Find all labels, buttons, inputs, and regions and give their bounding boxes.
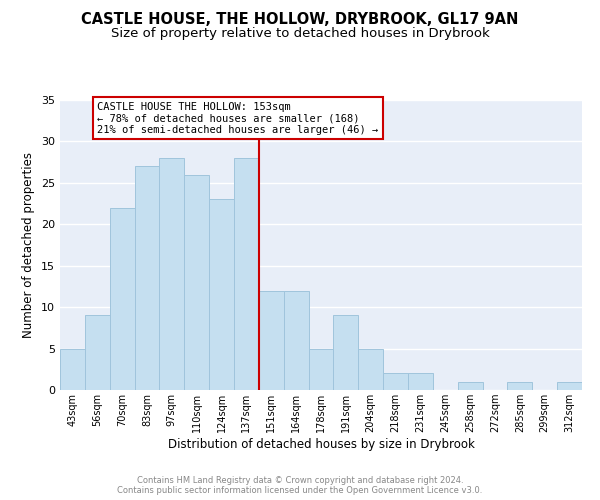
Bar <box>557 382 582 390</box>
Bar <box>259 290 284 390</box>
Bar <box>234 158 259 390</box>
Bar <box>110 208 134 390</box>
Bar <box>358 348 383 390</box>
Bar <box>383 374 408 390</box>
Bar <box>284 290 308 390</box>
Text: CASTLE HOUSE, THE HOLLOW, DRYBROOK, GL17 9AN: CASTLE HOUSE, THE HOLLOW, DRYBROOK, GL17… <box>82 12 518 28</box>
Bar <box>160 158 184 390</box>
Bar <box>458 382 482 390</box>
Text: Size of property relative to detached houses in Drybrook: Size of property relative to detached ho… <box>110 28 490 40</box>
Text: CASTLE HOUSE THE HOLLOW: 153sqm
← 78% of detached houses are smaller (168)
21% o: CASTLE HOUSE THE HOLLOW: 153sqm ← 78% of… <box>97 102 379 135</box>
Bar <box>134 166 160 390</box>
Y-axis label: Number of detached properties: Number of detached properties <box>22 152 35 338</box>
Bar <box>308 348 334 390</box>
Bar <box>85 316 110 390</box>
Text: Contains public sector information licensed under the Open Government Licence v3: Contains public sector information licen… <box>118 486 482 495</box>
Bar <box>60 348 85 390</box>
X-axis label: Distribution of detached houses by size in Drybrook: Distribution of detached houses by size … <box>167 438 475 451</box>
Bar <box>508 382 532 390</box>
Bar <box>209 200 234 390</box>
Bar <box>408 374 433 390</box>
Bar <box>184 174 209 390</box>
Bar <box>334 316 358 390</box>
Text: Contains HM Land Registry data © Crown copyright and database right 2024.: Contains HM Land Registry data © Crown c… <box>137 476 463 485</box>
